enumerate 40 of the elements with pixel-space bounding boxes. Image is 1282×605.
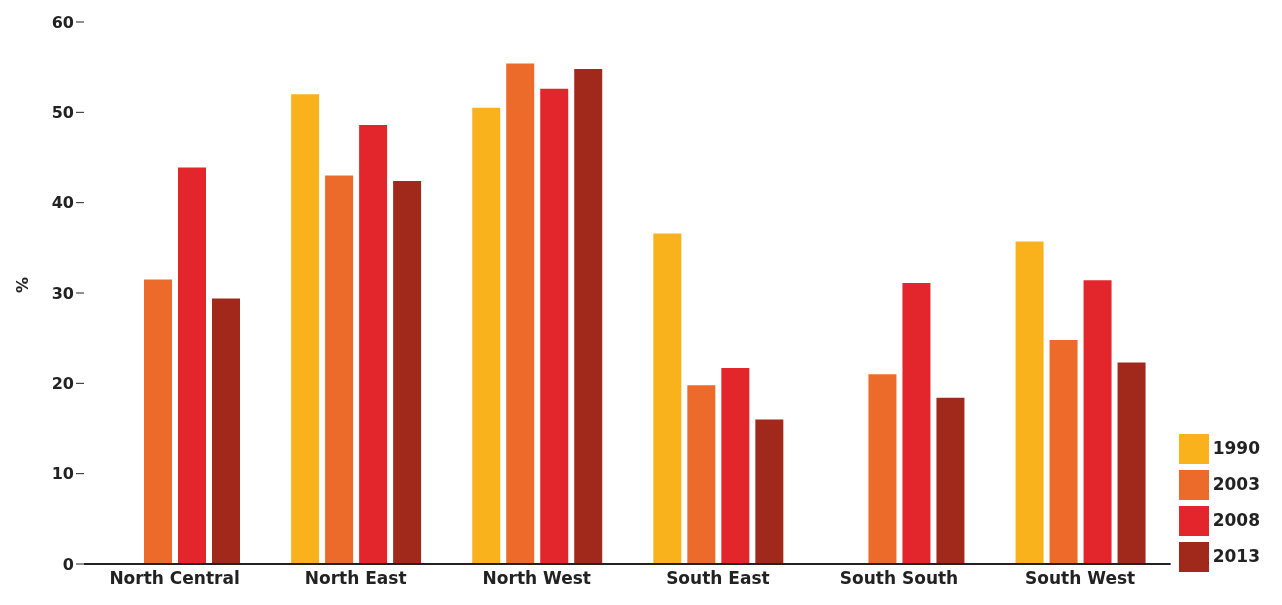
bar: [1049, 339, 1078, 564]
bar: [540, 88, 569, 564]
legend-label: 2013: [1212, 546, 1260, 566]
bar: [653, 233, 682, 564]
bar: [1117, 362, 1146, 564]
legend-label: 2008: [1212, 510, 1260, 530]
bar: [178, 167, 206, 564]
bar: [1083, 280, 1112, 564]
bar: [936, 397, 965, 564]
bar: [212, 298, 240, 564]
bar: [506, 63, 535, 564]
legend-label: 1990: [1212, 438, 1260, 458]
bar: [902, 283, 931, 564]
bar: [574, 68, 603, 564]
bar: [721, 367, 750, 564]
bar: [393, 180, 422, 564]
x-tick-label: North Central: [109, 568, 240, 589]
y-axis-title: %: [12, 276, 32, 293]
bar: [472, 107, 501, 564]
y-tick-label: 10: [51, 464, 74, 484]
x-tick-label: South South: [839, 568, 959, 589]
y-tick-label: 0: [62, 554, 74, 574]
bar: [755, 419, 784, 564]
x-tick-label: South East: [666, 568, 770, 589]
bar: [1015, 241, 1044, 564]
bar: [687, 385, 716, 564]
y-tick-label: 30: [51, 283, 74, 303]
y-tick-label: 20: [51, 374, 74, 394]
legend-label: 2003: [1212, 474, 1260, 494]
x-tick-label: South West: [1025, 568, 1136, 589]
bar: [144, 279, 172, 564]
y-tick-label: 50: [51, 103, 74, 123]
y-tick-label: 60: [51, 12, 74, 32]
bar: [291, 94, 320, 564]
bar: [359, 124, 388, 564]
x-tick-label: North West: [482, 568, 591, 589]
x-tick-label: North East: [304, 568, 407, 589]
bar: [325, 175, 354, 564]
y-tick-label: 40: [51, 193, 74, 213]
bar: [868, 374, 897, 564]
